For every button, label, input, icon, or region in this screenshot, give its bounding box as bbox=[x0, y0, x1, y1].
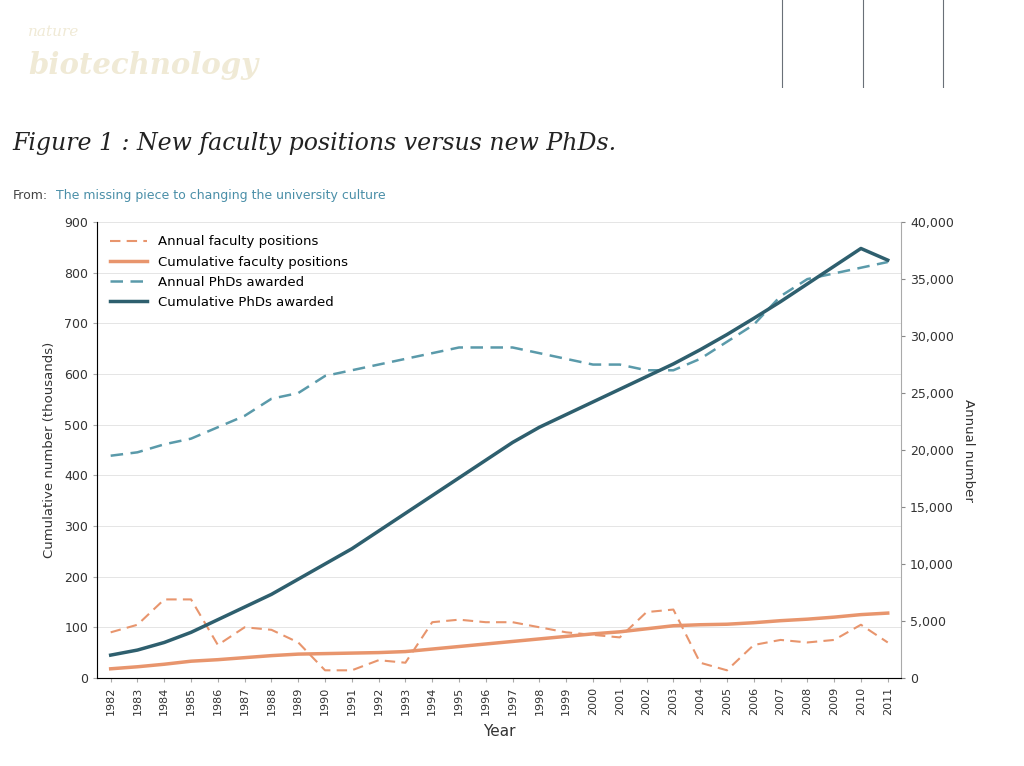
Legend: Annual faculty positions, Cumulative faculty positions, Annual PhDs awarded, Cum: Annual faculty positions, Cumulative fac… bbox=[103, 229, 354, 316]
Text: Figure 1 : New faculty positions versus new PhDs.: Figure 1 : New faculty positions versus … bbox=[12, 132, 616, 155]
Text: Submit: Submit bbox=[885, 64, 922, 74]
Text: nature: nature bbox=[28, 25, 79, 38]
Y-axis label: Cumulative number (thousands): Cumulative number (thousands) bbox=[43, 342, 56, 558]
Text: Login: Login bbox=[970, 64, 997, 74]
Text: From:: From: bbox=[12, 189, 47, 202]
Text: ✉: ✉ bbox=[816, 21, 828, 36]
Text: Search: Search bbox=[724, 64, 760, 74]
Text: 🔍: 🔍 bbox=[737, 21, 746, 36]
Text: biotechnology: biotechnology bbox=[28, 51, 258, 80]
Y-axis label: Annual number: Annual number bbox=[962, 398, 975, 502]
X-axis label: Year: Year bbox=[483, 724, 515, 738]
Text: 👤: 👤 bbox=[979, 21, 988, 36]
Text: ⬆: ⬆ bbox=[897, 21, 909, 36]
Text: E-alert: E-alert bbox=[805, 64, 840, 74]
Text: The missing piece to changing the university culture: The missing piece to changing the univer… bbox=[56, 189, 386, 202]
